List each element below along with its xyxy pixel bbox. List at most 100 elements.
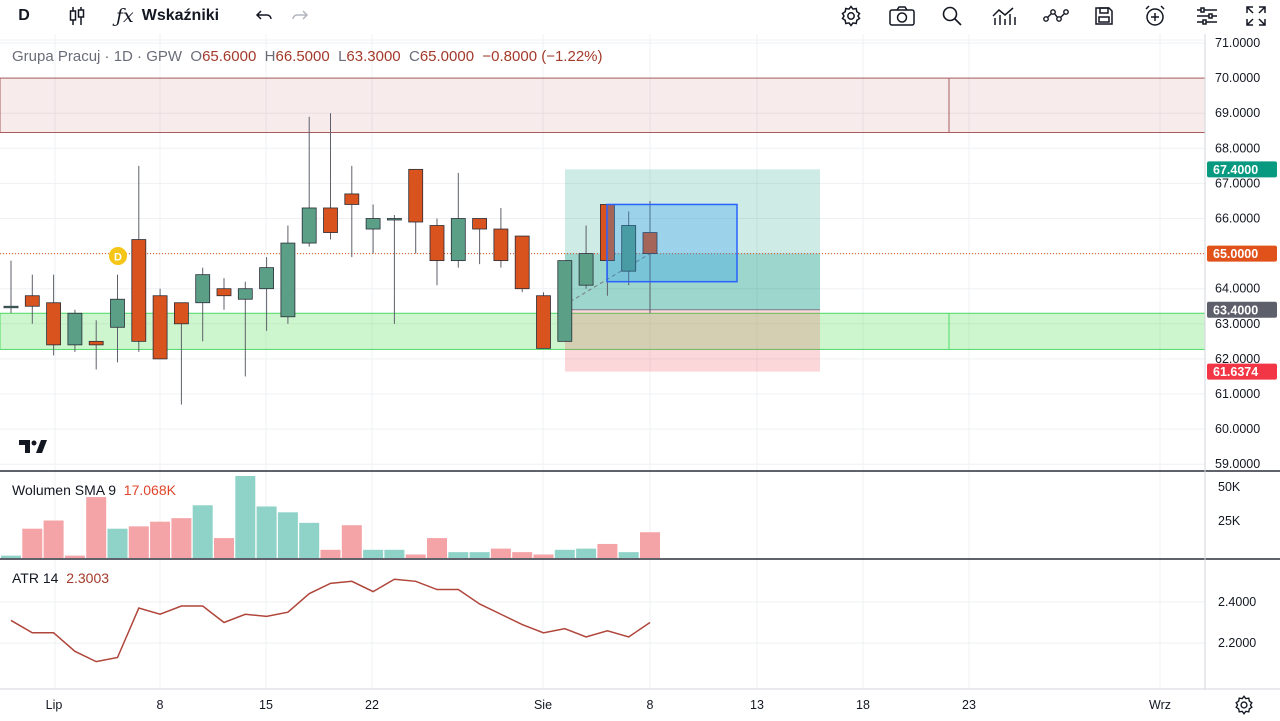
high-value: 66.5000: [275, 48, 330, 65]
stop-price-tag-bg: [1207, 363, 1277, 380]
last-price-tag: 65.0000: [1207, 245, 1277, 262]
support-zone[interactable]: [0, 312, 1206, 350]
indicators-button[interactable]: ƒx Wskaźniki: [116, 4, 234, 28]
candle-body: [110, 298, 125, 328]
stop-price-tag-label: 61.6374: [1213, 365, 1258, 379]
settings-icon[interactable]: [838, 4, 864, 28]
candle-body: [152, 295, 168, 360]
target-price-tag-bg: [1207, 161, 1277, 178]
candle-body: [472, 218, 488, 230]
candle-body: [514, 235, 530, 290]
volume-bar: [405, 554, 426, 558]
interval-button[interactable]: D: [12, 4, 36, 28]
time-tick-label: 23: [962, 698, 976, 712]
nodes-icon[interactable]: [1042, 4, 1070, 28]
open-value: 65.6000: [202, 48, 257, 65]
volume-bar: [554, 549, 575, 558]
price-tick-label: 61.0000: [1215, 387, 1260, 401]
top-toolbar: D ƒx Wskaźniki: [0, 0, 1280, 32]
atr-line: [10, 578, 651, 663]
last-price-tag-label: 65.0000: [1213, 247, 1258, 261]
change-value: −0.8000 (−1.22%): [482, 48, 603, 65]
candle-body: [24, 295, 40, 307]
loss-zone[interactable]: [565, 309, 820, 372]
candle-body: [557, 260, 573, 342]
volume-bar: [469, 552, 490, 558]
candle-body: [642, 232, 658, 254]
time-tick-label: 22: [365, 698, 379, 712]
low-label: L: [338, 48, 347, 65]
atr-polyline: [10, 578, 651, 663]
resistance-zone[interactable]: [0, 77, 1206, 134]
sliders-icon[interactable]: [1194, 4, 1220, 28]
price-tick-label: 62.0000: [1215, 352, 1260, 366]
entry-price-tag-label: 63.4000: [1213, 303, 1258, 317]
chart-settings-gear-icon[interactable]: [1233, 694, 1255, 716]
price-tick-label: 66.0000: [1215, 212, 1260, 226]
trend-icon[interactable]: [990, 4, 1018, 28]
candle-body: [237, 288, 253, 300]
price-tick-label: 67.0000: [1215, 176, 1260, 190]
low-value: 63.3000: [346, 48, 401, 65]
candle-body: [280, 242, 296, 318]
volume-tick-label: 50K: [1218, 480, 1241, 494]
redo-icon[interactable]: [288, 4, 312, 28]
candle-body: [301, 207, 317, 244]
search-icon[interactable]: [940, 4, 964, 28]
atr-legend: ATR 14 2.3003: [12, 570, 109, 586]
volume-bar: [597, 543, 618, 558]
dividend-marker-circle: [109, 247, 127, 265]
save-icon[interactable]: [1092, 4, 1116, 28]
volume-bar: [533, 554, 554, 558]
entry-price-tag-bg: [1207, 301, 1277, 318]
stop-price-tag: 61.6374: [1207, 363, 1277, 380]
candle-body: [365, 218, 381, 230]
candles: [0, 113, 1205, 405]
price-tick-label: 63.0000: [1215, 317, 1260, 331]
candle-body: [429, 225, 445, 262]
dividend-marker[interactable]: D: [109, 247, 127, 265]
candle-body: [195, 274, 211, 304]
dividend-marker-label: D: [114, 252, 122, 264]
undo-icon[interactable]: [252, 4, 276, 28]
volume-bar: [43, 520, 64, 558]
atr-tick-label: 2.4000: [1218, 595, 1256, 609]
volume-bar: [363, 549, 384, 558]
volume-legend-value: 17.068K: [123, 482, 176, 498]
time-tick-label: 8: [647, 698, 654, 712]
volume-bar: [22, 528, 43, 558]
volume-bar: [299, 522, 320, 558]
candle-body: [578, 253, 594, 286]
interval-label: D: [18, 7, 30, 24]
entry-price-tag: 63.4000: [1207, 301, 1277, 318]
candle-body: [67, 312, 83, 346]
selection-rectangle[interactable]: [606, 203, 738, 283]
candle-body: [323, 207, 338, 233]
camera-icon[interactable]: [887, 4, 917, 28]
candles-icon[interactable]: [64, 4, 90, 28]
position-path-line: [569, 253, 651, 303]
atr-legend-name: ATR 14: [12, 570, 59, 586]
symbol-title: Grupa Pracuj · 1D · GPW: [12, 48, 183, 65]
candle-body: [88, 340, 104, 346]
price-tags: 67.4000 65.0000 63.4000 61.6374: [1207, 161, 1277, 380]
price-tick-label: 68.0000: [1215, 141, 1260, 155]
candle-body: [344, 193, 360, 205]
overlay-drawings[interactable]: D: [109, 203, 738, 283]
time-tick-label: Lip: [46, 698, 63, 712]
time-tick-label: 13: [750, 698, 764, 712]
candle-body: [216, 288, 232, 297]
volume-bar: [341, 525, 362, 558]
candle-body: [450, 218, 466, 262]
atr-legend-value: 2.3003: [66, 570, 110, 586]
volume-bars: [1, 476, 660, 558]
fullscreen-icon[interactable]: [1244, 4, 1268, 28]
candle-body: [386, 218, 402, 221]
tradingview-logo[interactable]: [14, 434, 52, 460]
candle-body: [3, 305, 19, 309]
time-tick-label: Wrz: [1149, 698, 1171, 712]
alarm-icon[interactable]: [1142, 4, 1168, 28]
target-price-tag: 67.4000: [1207, 161, 1277, 178]
volume-bar: [192, 505, 213, 558]
